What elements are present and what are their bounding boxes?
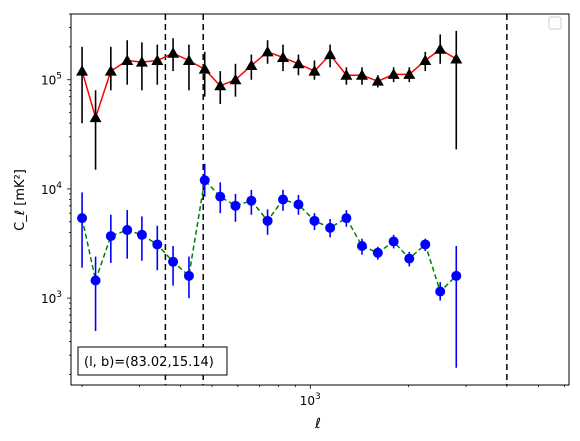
data-point-circle <box>277 194 288 205</box>
data-point-triangle <box>151 54 164 66</box>
annotation-box: (l, b)=(83.02,15.14) <box>77 346 228 376</box>
data-point-circle <box>183 270 194 281</box>
data-point-circle <box>451 270 462 281</box>
data-point-triangle <box>308 65 321 76</box>
data-point-circle <box>152 239 163 250</box>
data-point-triangle <box>76 65 89 76</box>
x-axis-label: ℓ <box>314 416 321 432</box>
data-point-triangle <box>403 68 416 79</box>
data-point-triangle <box>89 111 102 123</box>
data-point-circle <box>388 236 399 247</box>
data-point-circle <box>230 200 241 211</box>
y-axis-label: C_ℓ [mK²] <box>13 169 28 231</box>
data-point-triangle <box>135 56 148 67</box>
annotation-text: (l, b)=(83.02,15.14) <box>84 355 214 370</box>
data-point-triangle <box>371 75 384 86</box>
y-tick-label: 105 <box>41 72 62 88</box>
data-point-circle <box>122 225 133 236</box>
data-point-circle <box>435 286 446 297</box>
data-point-triangle <box>292 57 305 69</box>
data-point-circle <box>309 215 320 226</box>
data-point-circle <box>90 275 101 286</box>
data-point-circle <box>404 253 415 264</box>
data-point-circle <box>168 256 179 267</box>
y-tick-label: 103 <box>41 290 62 306</box>
data-point-triangle <box>245 59 258 71</box>
data-point-circle <box>246 195 257 206</box>
data-point-circle <box>136 229 147 240</box>
data-point-triangle <box>104 65 117 76</box>
data-point-circle <box>77 213 88 224</box>
data-point-triangle <box>229 73 242 85</box>
data-point-triangle <box>167 47 180 58</box>
y-tick-label: 104 <box>41 181 62 197</box>
series-circles <box>77 163 462 368</box>
data-point-circle <box>262 215 273 226</box>
data-point-triangle <box>182 54 195 66</box>
data-point-circle <box>215 191 226 202</box>
data-point-triangle <box>276 51 289 62</box>
axes: 103 104 105 103 <box>41 13 565 408</box>
data-point-circle <box>325 222 336 233</box>
vertical-lines <box>164 14 508 385</box>
data-point-circle <box>199 175 210 186</box>
series-line <box>81 48 457 121</box>
data-point-circle <box>356 241 367 252</box>
x-tick-label: 103 <box>300 392 321 408</box>
series-layer <box>76 30 463 368</box>
series-triangles <box>76 30 463 170</box>
data-point-triangle <box>198 63 211 74</box>
data-point-circle <box>293 199 304 210</box>
data-point-triangle <box>450 52 463 64</box>
data-point-circle <box>420 239 431 250</box>
data-point-circle <box>105 231 116 242</box>
data-point-triangle <box>121 54 134 66</box>
plot-frame <box>70 13 570 386</box>
legend-box <box>548 16 562 30</box>
data-point-triangle <box>434 43 447 54</box>
data-point-triangle <box>387 68 400 79</box>
data-point-triangle <box>340 69 353 80</box>
data-point-triangle <box>324 48 337 60</box>
data-point-triangle <box>419 54 432 66</box>
data-point-triangle <box>261 45 274 57</box>
data-point-circle <box>372 247 383 258</box>
data-point-triangle <box>214 79 227 91</box>
data-point-triangle <box>355 69 368 80</box>
data-point-circle <box>341 213 352 224</box>
